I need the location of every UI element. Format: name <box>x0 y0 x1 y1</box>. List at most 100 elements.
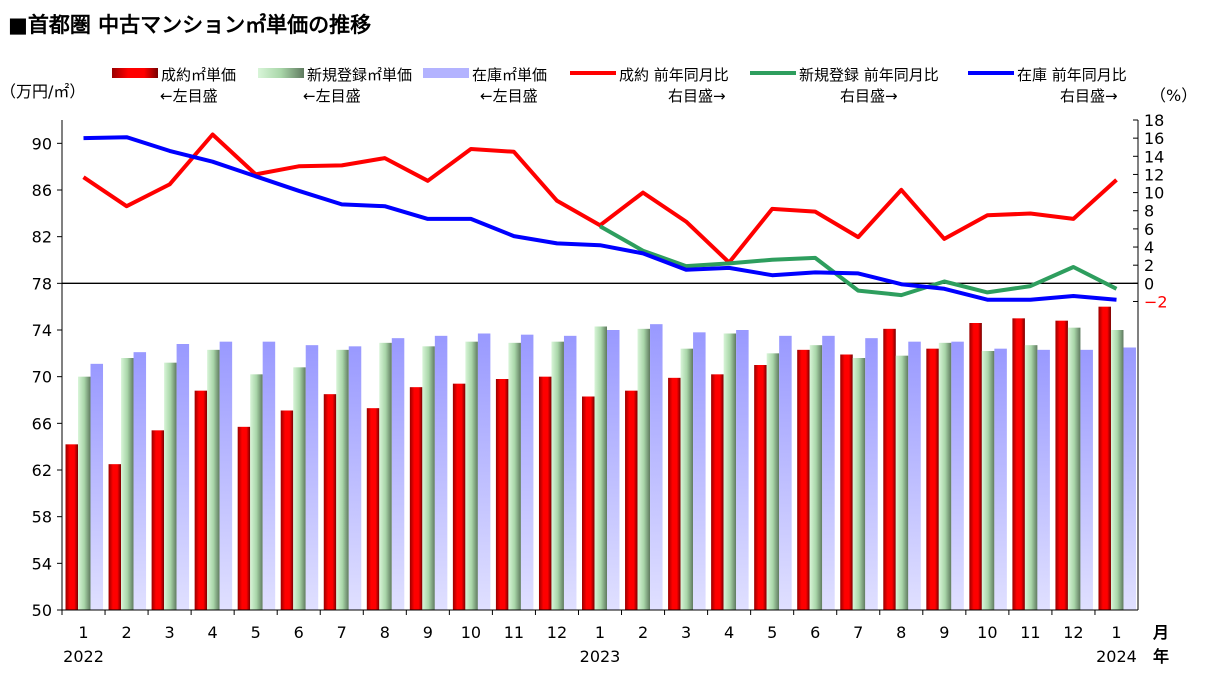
x-tick-label: 11 <box>504 623 524 642</box>
bar-contract <box>323 394 337 610</box>
bar-contract <box>582 396 595 610</box>
bar-new-listing <box>594 326 607 610</box>
bars <box>65 306 1136 610</box>
bar-inventory <box>563 335 577 610</box>
bar-inventory <box>650 324 663 610</box>
bar-inventory <box>607 330 620 610</box>
year-label: 2023 <box>580 647 621 666</box>
bar-contract <box>495 379 509 610</box>
chart-title: ■首都圏 中古マンション㎡単価の推移 <box>8 13 371 37</box>
bar-inventory <box>520 334 534 610</box>
x-tick-label: 1 <box>595 623 605 642</box>
bar-contract <box>452 383 466 610</box>
bar-contract <box>65 444 79 610</box>
left-tick-label: 90 <box>32 134 52 153</box>
x-tick-label: 3 <box>165 623 175 642</box>
bar-new-listing <box>379 342 392 610</box>
x-tick-label: 5 <box>251 623 261 642</box>
right-tick-label: 16 <box>1144 129 1164 148</box>
bar-inventory <box>348 346 362 610</box>
bar-new-listing <box>207 349 220 610</box>
x-tick-label: 2 <box>121 623 131 642</box>
bar-inventory <box>736 330 749 610</box>
bar-new-listing <box>1067 327 1081 610</box>
x-tick-label: 12 <box>1063 623 1083 642</box>
bar-new-listing <box>852 358 866 610</box>
legend-swatch <box>423 68 469 78</box>
right-tick-label: 8 <box>1144 202 1154 221</box>
bar-contract <box>194 390 208 610</box>
x-tick-label: 1 <box>78 623 88 642</box>
left-axis-unit: （万円/㎡） <box>0 82 85 101</box>
bar-new-listing <box>465 341 478 610</box>
right-tick-label: 6 <box>1144 220 1154 239</box>
bar-inventory <box>477 333 491 610</box>
bar-contract <box>1098 306 1111 610</box>
bar-inventory <box>305 345 319 610</box>
bar-inventory <box>951 341 964 610</box>
x-tick-label: 7 <box>337 623 347 642</box>
x-tick-label: 6 <box>810 623 820 642</box>
year-label: 2024 <box>1096 647 1137 666</box>
bar-new-listing <box>981 351 995 610</box>
left-tick-label: 78 <box>32 274 52 293</box>
bar-contract <box>840 354 853 610</box>
bar-contract <box>883 328 896 610</box>
legend-label: 新規登録 前年同月比 <box>799 66 939 84</box>
left-tick-label: 50 <box>32 601 52 620</box>
left-tick-label: 62 <box>32 461 52 480</box>
x-tick-label: 9 <box>423 623 433 642</box>
bar-contract <box>1055 320 1068 610</box>
bar-inventory <box>262 341 276 610</box>
right-tick-label: 0 <box>1144 274 1154 293</box>
bar-contract <box>797 349 810 610</box>
bar-contract <box>754 365 767 610</box>
bar-inventory <box>1123 347 1136 610</box>
bar-inventory <box>865 338 878 610</box>
x-tick-label: 6 <box>294 623 304 642</box>
bar-new-listing <box>637 328 651 610</box>
bar-new-listing <box>809 345 823 610</box>
bar-contract <box>366 408 380 610</box>
bar-contract <box>538 376 552 610</box>
bar-new-listing <box>78 376 91 610</box>
left-tick-label: 86 <box>32 181 52 200</box>
x-tick-label: 10 <box>977 623 997 642</box>
left-tick-label: 54 <box>32 554 52 573</box>
left-tick-label: 58 <box>32 508 52 527</box>
bar-contract <box>926 348 939 610</box>
bar-new-listing <box>895 355 909 610</box>
bar-new-listing <box>121 358 134 610</box>
right-tick-label: 18 <box>1144 111 1164 130</box>
bar-inventory <box>822 335 835 610</box>
left-tick-label: 74 <box>32 321 52 340</box>
right-tick-label: 14 <box>1144 147 1164 166</box>
bar-contract <box>625 390 638 610</box>
x-tick-label: 5 <box>767 623 777 642</box>
legend-axis-note: 右目盛→ <box>668 87 726 105</box>
bar-new-listing <box>1024 345 1038 610</box>
left-tick-label: 66 <box>32 414 52 433</box>
right-tick-label: 12 <box>1144 165 1164 184</box>
x-tick-label: 11 <box>1020 623 1040 642</box>
bar-new-listing <box>336 349 349 610</box>
legend-label: 在庫 前年同月比 <box>1017 66 1127 84</box>
bar-contract <box>280 410 294 610</box>
bar-contract <box>668 377 681 610</box>
x-tick-label: 4 <box>724 623 734 642</box>
bar-inventory <box>1037 349 1050 610</box>
bar-contract <box>711 374 724 610</box>
legend-label: 新規登録㎡単価 <box>307 66 412 84</box>
right-tick-label: 10 <box>1144 184 1164 203</box>
bar-new-listing <box>551 341 564 610</box>
bar-inventory <box>219 341 233 610</box>
bar-contract <box>108 464 122 610</box>
x-tick-label: 8 <box>896 623 906 642</box>
legend: 成約㎡単価 ←左目盛 新規登録㎡単価 ←左目盛 在庫㎡単価 ←左目盛 成約 前年同月比右目盛… <box>112 66 1127 105</box>
bar-contract <box>1012 318 1025 610</box>
legend-axis-note: ←左目盛 <box>480 87 538 105</box>
legend-swatch <box>112 68 158 78</box>
